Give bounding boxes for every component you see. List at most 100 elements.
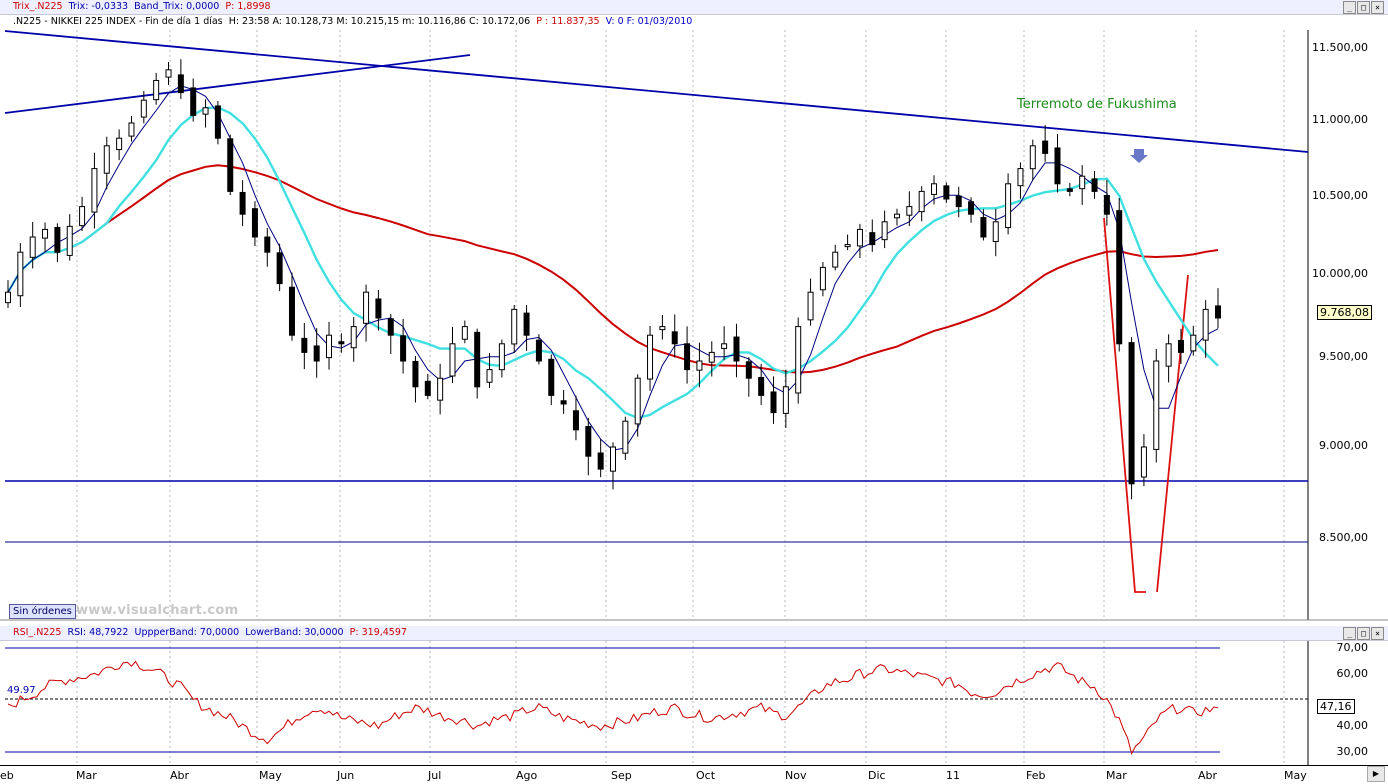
down-arrow-marker <box>1130 149 1148 163</box>
close-button[interactable]: × <box>1371 1 1384 14</box>
candle <box>795 317 802 404</box>
candle <box>239 180 246 227</box>
candle <box>1091 171 1098 199</box>
moving-average-fast <box>7 85 1219 451</box>
candle <box>424 373 431 400</box>
sin-ordenes-button[interactable]: Sin órdenes <box>9 604 76 619</box>
resistance-trendline <box>4 30 1309 153</box>
rsi-legend: RSI_.N225 RSI: 48,7922 UppperBand: 70,00… <box>13 627 407 638</box>
candle <box>116 129 123 161</box>
candle <box>103 136 110 190</box>
maximize-button[interactable]: □ <box>1357 1 1370 14</box>
candle <box>1165 334 1172 383</box>
candle <box>437 363 444 415</box>
month-label: Jul <box>428 769 442 782</box>
candle <box>54 223 61 263</box>
rsi-lower-value: LowerBand: 30,0000 <box>245 627 344 638</box>
rsi-name: RSI_.N225 <box>13 627 62 638</box>
rsi-p-value: P: 319,4597 <box>349 627 407 638</box>
candle <box>1128 337 1135 500</box>
month-label: Dic <box>868 769 886 782</box>
month-label: May <box>1284 769 1307 782</box>
candle <box>387 313 394 354</box>
price-tick: 8.500,00 <box>1319 531 1368 544</box>
candle <box>511 304 518 353</box>
candle <box>1054 133 1061 193</box>
candle <box>1116 197 1123 352</box>
trix-band-value: Band_Trix: 0,0000 <box>134 1 220 12</box>
candle <box>276 243 283 292</box>
candle <box>708 341 715 377</box>
candle <box>301 323 308 370</box>
rsi-window-controls: _ □ × <box>1343 627 1384 640</box>
price-tick: 11.000,00 <box>1312 113 1368 126</box>
candle <box>1005 173 1012 235</box>
month-label: 11 <box>946 769 960 782</box>
candle <box>5 280 11 308</box>
rising-trendline <box>4 54 471 114</box>
volume-date-label: V: 0 F: 01/03/2010 <box>605 16 693 27</box>
candle <box>1103 179 1110 226</box>
candle <box>523 305 530 351</box>
price-tick: 10.500,00 <box>1312 189 1368 202</box>
trix-indicator-bar: Trix_.N225 Trix: -0,0333 Band_Trix: 0,00… <box>0 0 1388 15</box>
candle <box>968 197 975 223</box>
symbol-label: .N225 - NIKKEI 225 INDEX - Fin de día 1 … <box>13 16 223 27</box>
candle <box>363 284 370 342</box>
minimize-button[interactable]: _ <box>1343 1 1356 14</box>
candle <box>955 186 962 218</box>
price-tick: 9.000,00 <box>1319 439 1368 452</box>
rsi-close-button[interactable]: × <box>1371 627 1384 640</box>
candle <box>745 357 752 397</box>
scroll-right-button[interactable]: ▶ <box>1367 766 1385 782</box>
rsi-upper-value: UppperBand: 70,0000 <box>134 627 240 638</box>
rsi-maximize-button[interactable]: □ <box>1357 627 1370 640</box>
candle <box>721 326 728 361</box>
rsi-marker-label: 49.97 <box>7 685 36 696</box>
candle <box>1029 139 1036 181</box>
trix-p-value: P: 1,8998 <box>225 1 271 12</box>
price-candles <box>5 59 1221 500</box>
candle <box>572 395 579 441</box>
candle <box>906 191 913 227</box>
candle <box>412 356 419 403</box>
candle <box>1042 125 1049 162</box>
candle <box>153 72 160 105</box>
candle <box>770 376 777 424</box>
candle <box>585 417 592 476</box>
rsi-tick: 70,00 <box>1336 641 1369 654</box>
candle <box>400 318 407 374</box>
month-label: Nov <box>785 769 807 782</box>
crash-v-left <box>1103 217 1146 593</box>
candle <box>313 328 320 378</box>
candle <box>535 334 542 365</box>
price-tick: 10.000,00 <box>1312 267 1368 280</box>
candle <box>375 289 382 331</box>
month-label: Abr <box>1198 769 1218 782</box>
candle <box>782 369 789 428</box>
candle <box>338 333 345 353</box>
rsi-minimize-button[interactable]: _ <box>1343 627 1356 640</box>
rsi-line <box>7 660 1219 755</box>
candle <box>610 442 616 490</box>
candle <box>202 99 209 128</box>
candle <box>474 328 481 399</box>
candle <box>696 342 703 388</box>
candle <box>560 389 567 414</box>
month-label: Feb <box>1026 769 1046 782</box>
watermark: www.visualchart.com <box>76 603 239 618</box>
candle <box>1017 162 1024 199</box>
candle <box>684 326 691 384</box>
month-label: Mar <box>76 769 97 782</box>
candle <box>659 314 666 340</box>
price-legend: .N225 - NIKKEI 225 INDEX - Fin de día 1 … <box>13 16 692 27</box>
candle <box>548 354 555 406</box>
candle <box>29 221 36 269</box>
window-controls: _ □ × <box>1343 1 1384 14</box>
candle <box>461 320 468 344</box>
candle <box>819 262 826 297</box>
rsi-indicator-bar: RSI_.N225 RSI: 48,7922 UppperBand: 70,00… <box>0 626 1388 641</box>
trix-value: Trix: -0,0333 <box>68 1 129 12</box>
candle <box>1079 165 1086 205</box>
